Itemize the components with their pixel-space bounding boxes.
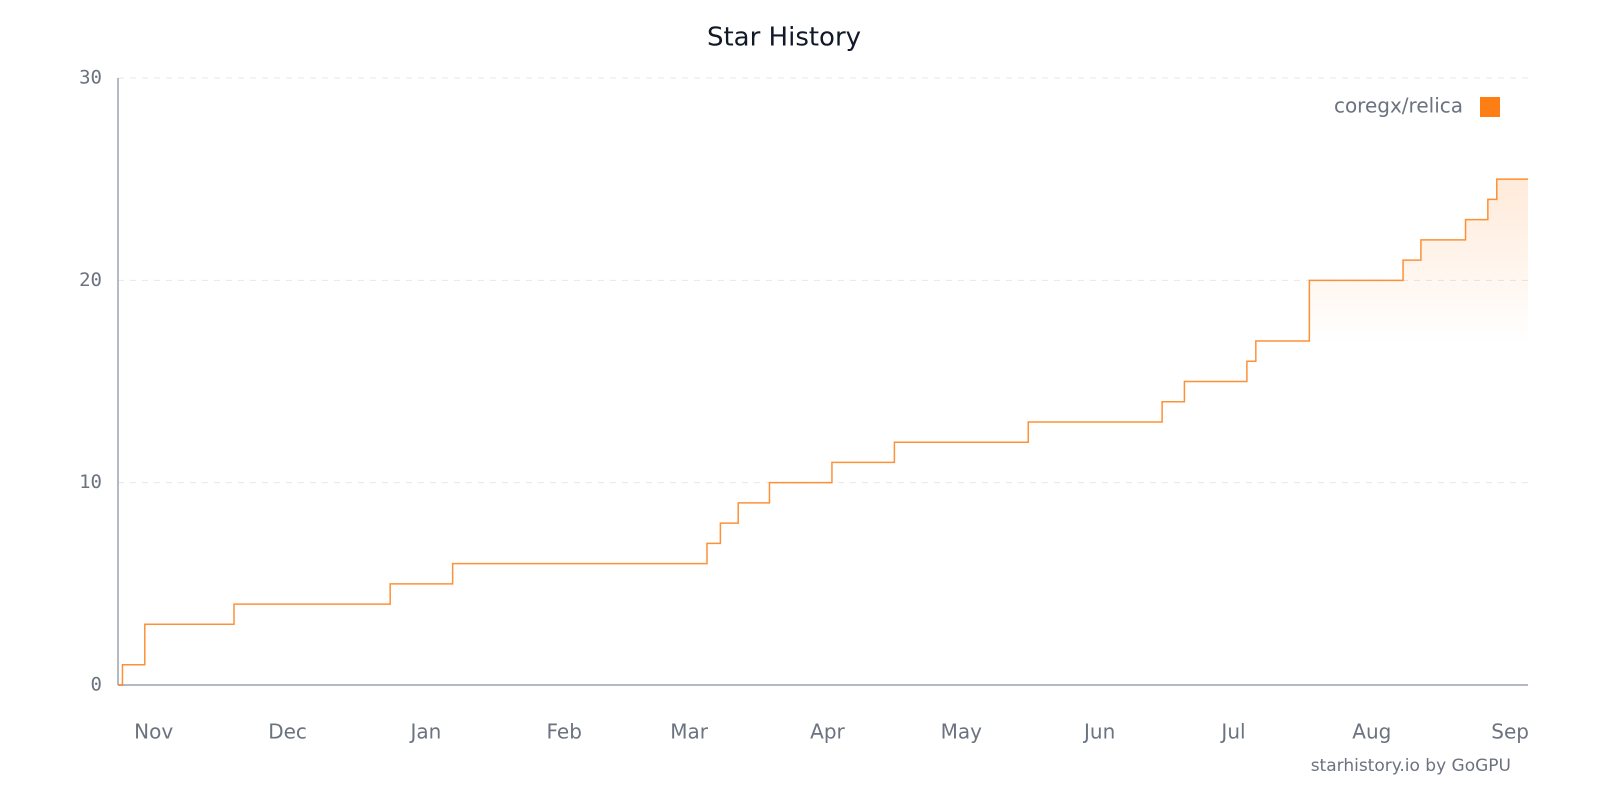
x-tick-label: Jul (1219, 720, 1245, 744)
y-tick-label: 10 (79, 471, 102, 493)
legend-label: coregx/relica (1334, 94, 1463, 118)
x-tick-label: Jan (408, 720, 441, 744)
x-tick-label: Dec (268, 720, 307, 744)
x-tick-label: Sep (1491, 720, 1529, 744)
x-tick-label: Mar (670, 720, 709, 744)
x-tick-label: Jun (1082, 720, 1115, 744)
x-tick-label: Feb (546, 720, 581, 744)
footer: starhistory.io by GoGPU (1311, 756, 1511, 776)
legend-swatch (1480, 97, 1500, 117)
y-tick-label: 0 (91, 674, 102, 696)
x-tick-label: Nov (134, 720, 173, 744)
chart-title: Star History (707, 23, 861, 53)
y-tick-label: 20 (79, 269, 102, 291)
x-tick-label: Apr (810, 720, 845, 744)
x-tick-label: Aug (1352, 720, 1391, 744)
series-line (118, 178, 1528, 686)
y-tick-label: 30 (79, 67, 102, 89)
series-area (118, 179, 1528, 685)
x-tick-label: May (941, 720, 983, 744)
